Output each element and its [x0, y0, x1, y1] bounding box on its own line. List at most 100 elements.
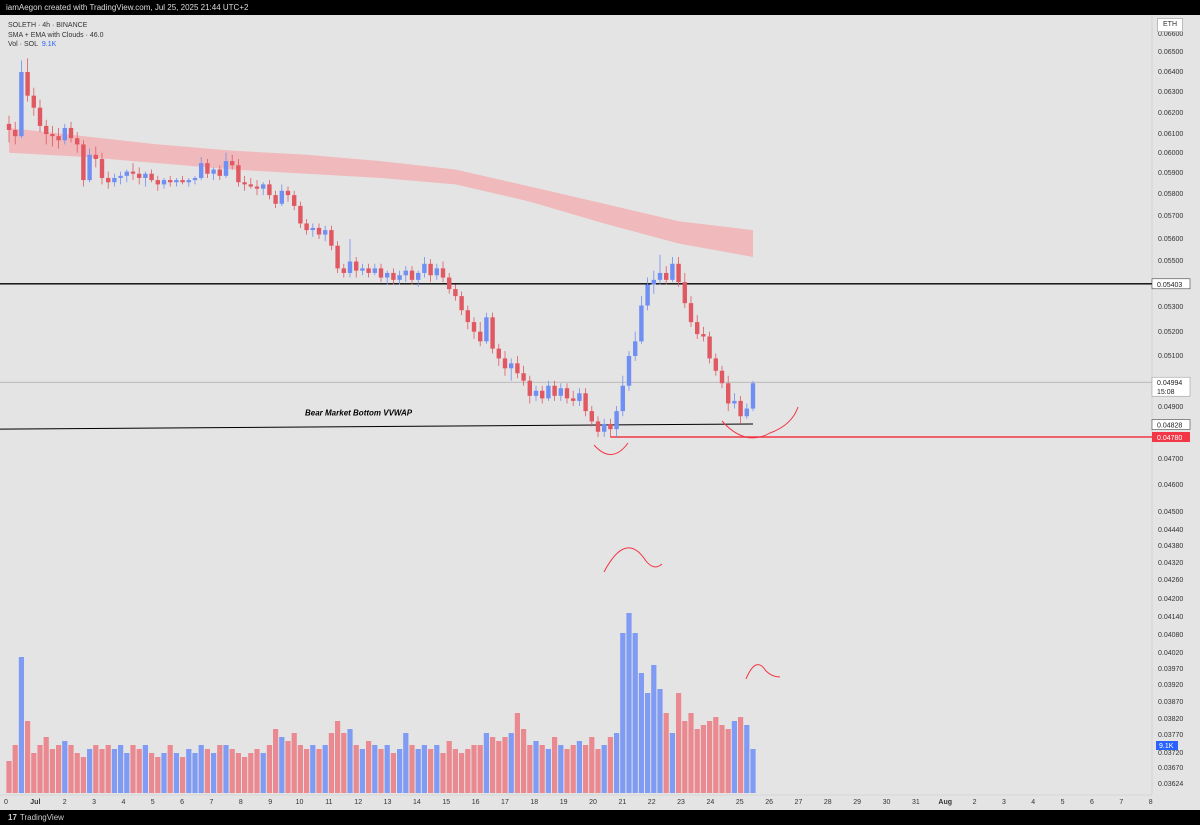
volume-bar [130, 745, 136, 793]
candle-body [310, 227, 315, 231]
candle-body [168, 180, 173, 183]
candle-body [509, 363, 514, 369]
candle-body [217, 169, 222, 176]
candle-body [248, 184, 253, 187]
volume-bar [595, 749, 601, 793]
volume-bar [316, 749, 322, 793]
candle-body [155, 180, 160, 185]
volume-bar [601, 745, 607, 793]
attribution-bar: iamAegon created with TradingView.com, J… [0, 0, 1200, 15]
vvwap-label: Bear Market Bottom VVWAP [305, 408, 413, 417]
x-tick-label: 30 [883, 799, 891, 806]
volume-bar [669, 733, 675, 793]
x-tick-label: Aug [938, 799, 952, 806]
candle-body [161, 180, 167, 185]
candle-body [112, 177, 117, 183]
volume-bar [62, 741, 68, 793]
y-tick-label: 0.05900 [1158, 170, 1183, 177]
volume-bar [310, 745, 316, 793]
candle-body [713, 358, 718, 371]
candle-body [614, 411, 619, 430]
volume-bar [372, 745, 378, 793]
volume-bar [322, 745, 328, 793]
volume-bar [359, 749, 365, 793]
volume-bar [384, 745, 390, 793]
volume-bar [626, 613, 632, 793]
volume-bar [118, 745, 124, 793]
y-tick-label: 0.04600 [1158, 482, 1183, 489]
x-tick-label: 8 [1149, 799, 1153, 806]
price-label-bg [1151, 419, 1191, 430]
volume-bar [682, 721, 688, 793]
price-axis-bg [1152, 15, 1200, 810]
y-tick-label: 0.04900 [1158, 404, 1183, 411]
x-tick-label: 11 [325, 799, 332, 806]
volume-bar [248, 753, 254, 793]
y-tick-label: 0.03770 [1158, 732, 1183, 739]
candle-body [267, 184, 272, 196]
candle-body [515, 363, 520, 374]
x-tick-label: 23 [677, 799, 685, 806]
volume-bar [347, 729, 353, 793]
x-tick-label: 29 [853, 799, 861, 806]
y-tick-label: 0.06500 [1158, 49, 1183, 56]
volume-bar [80, 757, 86, 793]
y-tick-label: 0.05200 [1158, 329, 1183, 336]
volume-bar [31, 753, 37, 793]
candle-body [13, 129, 18, 137]
volume-bar [335, 721, 341, 793]
x-tick-label: 9 [268, 799, 272, 806]
chart-canvas[interactable]: Bear Market Bottom VVWAP 0.06600 0.06500 0.… [0, 15, 1200, 810]
price-label-bg [1151, 376, 1191, 397]
volume-bar [645, 693, 651, 793]
volume-bar [632, 633, 638, 793]
volume-bar [235, 753, 241, 793]
candle-body [546, 385, 551, 399]
price-label-bg [1152, 432, 1190, 442]
candle-body [657, 272, 663, 280]
volume-bar [700, 725, 706, 793]
x-tick-label: 3 [92, 799, 96, 806]
x-tick-label: 10 [296, 799, 304, 806]
symbol-badge[interactable]: ETH [1157, 18, 1183, 32]
volume-bar [68, 745, 74, 793]
candle-body [304, 223, 309, 231]
candle-body [75, 138, 80, 145]
candle-body [19, 72, 24, 137]
candle-body [273, 195, 278, 204]
candle-body [174, 180, 179, 183]
legend-volume-label: Vol · SOL [8, 41, 38, 48]
candle-body [626, 355, 632, 386]
candle-body [707, 336, 712, 359]
candle-body [670, 263, 675, 280]
candle-body [750, 383, 756, 409]
price-label: 0.04780 [1157, 435, 1182, 442]
candle-body [422, 263, 427, 273]
volume-bar [291, 733, 297, 793]
candle-body [143, 173, 148, 178]
volume-bar [161, 753, 167, 793]
x-tick-label: Jul [30, 799, 40, 806]
footer-bar: 17 TradingView [0, 810, 1200, 825]
volume-bar [390, 753, 396, 793]
candle-body [93, 154, 98, 159]
candle-body [688, 303, 694, 323]
candle-body [471, 322, 477, 332]
volume-bar [25, 721, 31, 793]
candle-body [682, 282, 687, 304]
volume-bar [167, 745, 173, 793]
candle-body [211, 169, 216, 174]
x-tick-label: 26 [765, 799, 773, 806]
x-tick-label: 28 [824, 799, 832, 806]
candle-body [298, 205, 303, 224]
volume-bar [508, 733, 514, 793]
candle-body [223, 161, 229, 176]
candle-body [527, 380, 532, 396]
candle-body [372, 268, 377, 273]
chart-pane[interactable]: Bear Market Bottom VVWAP 0.06600 0.06500 0.… [0, 15, 1200, 810]
candle-body [205, 163, 210, 174]
volume-bar [502, 737, 508, 793]
candle-body [571, 398, 576, 401]
x-tick-label: 3 [1002, 799, 1006, 806]
candle-body [552, 385, 557, 396]
